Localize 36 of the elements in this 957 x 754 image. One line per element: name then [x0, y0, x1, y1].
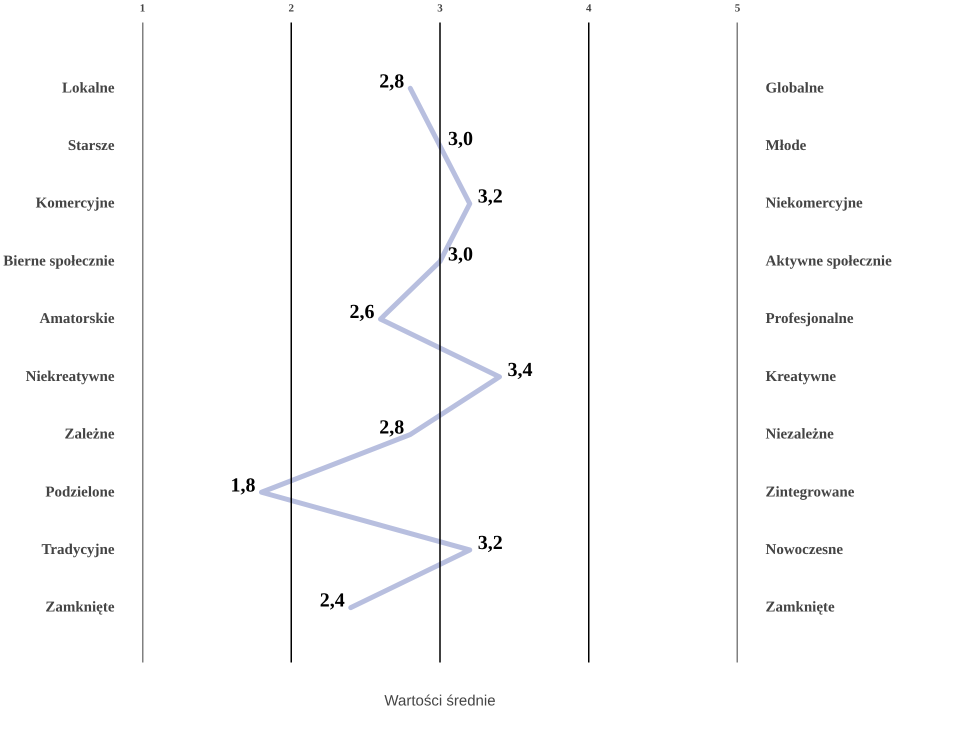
y-tick-label: Bierne społecznie	[3, 253, 115, 270]
data-label: 3,2	[478, 186, 503, 208]
x-tick-label: 5	[734, 2, 741, 14]
y-tick-label: Zamknięte	[45, 600, 115, 616]
y2-tick-label: Niezależne	[766, 426, 834, 443]
data-label: 2,8	[379, 70, 404, 92]
y-tick-label: Zależne	[64, 426, 115, 443]
data-label: 3,0	[448, 128, 473, 150]
data-label: 1,8	[230, 474, 256, 496]
y-tick-label: Lokalne	[62, 80, 115, 96]
x-axis-title: Wartości średnie	[384, 692, 496, 710]
y2-tick-label: Aktywne społecznie	[766, 253, 892, 270]
data-label: 2,6	[350, 301, 374, 324]
data-label: 3,4	[508, 358, 532, 381]
data-label: 2,8	[379, 416, 404, 439]
data-label: 3,2	[478, 532, 503, 554]
y-tick-label: Niekreatywne	[26, 368, 115, 385]
y2-tick-label: Globalne	[766, 80, 824, 96]
data-label: 3,0	[448, 243, 473, 266]
y2-tick-label: Zamknięte	[766, 600, 836, 616]
x-tick-label: 2	[288, 2, 294, 14]
y2-tick-label: Profesjonalne	[766, 311, 854, 328]
y-tick-label: Starsze	[68, 138, 115, 154]
data-label: 2,4	[320, 590, 345, 612]
y-tick-label: Tradycyjne	[41, 542, 115, 558]
y2-tick-label: Zintegrowane	[766, 484, 855, 500]
y2-tick-label: Kreatywne	[766, 368, 836, 385]
x-tick-label: 4	[586, 2, 592, 14]
x-tick-label: 3	[437, 2, 444, 14]
y2-tick-label: Młode	[766, 138, 807, 154]
y-tick-label: Amatorskie	[40, 311, 115, 328]
y-tick-label: Podzielone	[45, 484, 115, 500]
y-tick-label: Komercyjne	[36, 196, 115, 212]
x-tick-label: 1	[140, 2, 146, 14]
y2-tick-label: Niekomercyjne	[766, 196, 864, 212]
y2-tick-label: Nowoczesne	[766, 542, 844, 558]
